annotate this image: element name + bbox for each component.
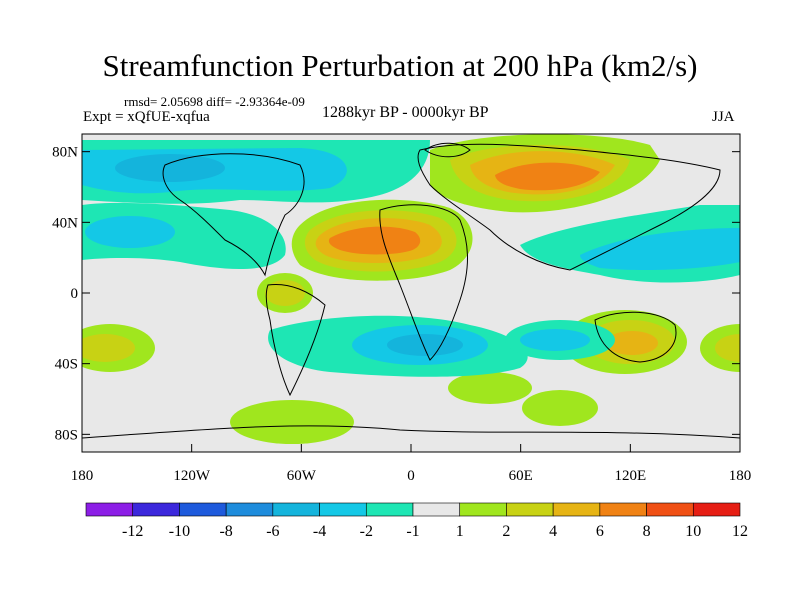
anomaly-asia-pacific-low bbox=[520, 205, 740, 283]
colorbar-swatch bbox=[412, 502, 461, 517]
field-layer bbox=[82, 134, 740, 452]
stats-text: rmsd= 2.05698 diff= -2.93364e-09 bbox=[124, 94, 305, 109]
lat-tick-label: 0 bbox=[71, 286, 79, 302]
colorbar-swatch bbox=[272, 502, 320, 517]
lat-tick-label: 80S bbox=[55, 427, 78, 443]
coastlines bbox=[82, 142, 740, 439]
colorbar-label: -10 bbox=[169, 523, 190, 540]
anomaly-caribbean-high bbox=[257, 273, 313, 313]
anomaly-southeast-pacific-high bbox=[82, 324, 740, 372]
colorbar-label: 1 bbox=[456, 523, 464, 540]
lat-tick-label: 40N bbox=[52, 215, 78, 231]
colorbar-swatch bbox=[599, 502, 647, 517]
lat-tick-label: 80N bbox=[52, 145, 78, 161]
anomaly-southern-ocean-high bbox=[448, 372, 532, 404]
colorbar-label: -6 bbox=[266, 523, 279, 540]
longitude-axis: 180 120W 60W 0 60E 120E 180 bbox=[71, 444, 752, 484]
colorbar-swatch bbox=[319, 502, 367, 517]
colorbar-swatch bbox=[646, 502, 694, 517]
anomaly-antarctic-peninsula-high bbox=[230, 400, 354, 444]
anomaly-central-pacific-low bbox=[82, 202, 286, 270]
colorbar-label: 2 bbox=[502, 523, 510, 540]
colorbar-label: -8 bbox=[219, 523, 232, 540]
map-title: Streamfunction Perturbation at 200 hPa (… bbox=[102, 48, 698, 83]
anomaly-southeast-indian-high bbox=[522, 390, 598, 426]
lon-tick-label: 120E bbox=[614, 468, 646, 484]
colorbar-swatch bbox=[179, 502, 227, 517]
lon-tick-label: 120W bbox=[173, 468, 211, 484]
colorbar-swatch bbox=[692, 502, 741, 517]
lon-tick-label: 180 bbox=[71, 468, 94, 484]
colorbar-swatch bbox=[365, 502, 414, 517]
season-label: JJA bbox=[712, 109, 735, 125]
colorbar-label: 10 bbox=[685, 523, 701, 540]
colorbar-label: 8 bbox=[643, 523, 651, 540]
lon-tick-label: 60E bbox=[509, 468, 533, 484]
lon-tick-label: 0 bbox=[407, 468, 415, 484]
anomaly-south-indian-low bbox=[505, 320, 615, 360]
colorbar-label: 12 bbox=[732, 523, 748, 540]
colorbar-swatch bbox=[85, 502, 134, 517]
anomaly-arctic-north-america-low bbox=[82, 140, 430, 204]
lat-tick-label: 40S bbox=[55, 357, 78, 373]
lon-tick-label: 180 bbox=[729, 468, 752, 484]
colorbar-swatch bbox=[552, 502, 601, 517]
colorbar-swatch bbox=[459, 502, 507, 517]
colorbar: -12 -10 -8 -6 -4 -2 -1 1 2 4 6 8 10 12 bbox=[85, 502, 748, 540]
period-label: 1288kyr BP - 0000kyr BP bbox=[322, 104, 489, 121]
colorbar-label: -12 bbox=[122, 523, 143, 540]
colorbar-label: 4 bbox=[549, 523, 557, 540]
colorbar-label: -4 bbox=[313, 523, 326, 540]
colorbar-label: -2 bbox=[360, 523, 373, 540]
colorbar-swatch bbox=[225, 502, 274, 517]
colorbar-label: 6 bbox=[596, 523, 604, 540]
colorbar-swatch bbox=[132, 502, 180, 517]
anomaly-eurasia-high bbox=[430, 134, 660, 213]
colorbar-label: -1 bbox=[406, 523, 419, 540]
lon-tick-label: 60W bbox=[287, 468, 317, 484]
experiment-label: Expt = xQfUE-xqfua bbox=[83, 109, 210, 125]
colorbar-swatch bbox=[506, 502, 554, 517]
anomaly-atlantic-africa-high bbox=[291, 199, 473, 281]
latitude-axis: 80N 40N 0 40S 80S bbox=[52, 145, 740, 443]
